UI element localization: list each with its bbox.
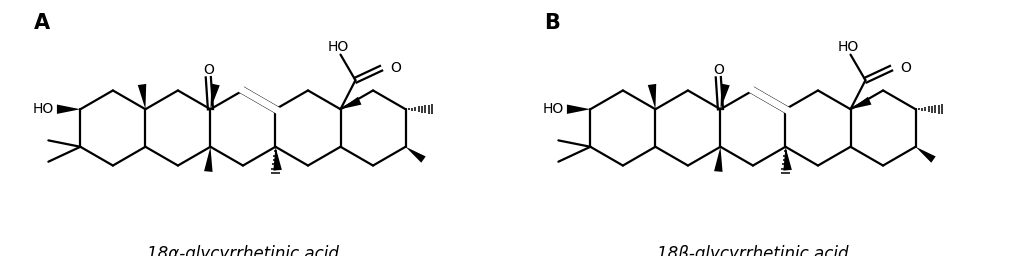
Text: 18α-glycyrrhetinic acid: 18α-glycyrrhetinic acid [147, 245, 338, 256]
Text: HO: HO [33, 102, 53, 116]
Polygon shape [210, 84, 219, 109]
Text: O: O [390, 61, 400, 75]
Text: O: O [900, 61, 910, 75]
Polygon shape [915, 147, 934, 163]
Polygon shape [340, 97, 361, 109]
Text: 18β-glycyrrhetinic acid: 18β-glycyrrhetinic acid [656, 245, 848, 256]
Text: B: B [543, 13, 559, 33]
Polygon shape [647, 84, 655, 109]
Polygon shape [138, 84, 146, 109]
Polygon shape [719, 84, 729, 109]
Text: O: O [712, 62, 723, 77]
Polygon shape [57, 104, 81, 114]
Polygon shape [850, 97, 870, 109]
Polygon shape [273, 147, 281, 171]
Text: HO: HO [542, 102, 562, 116]
Text: O: O [203, 62, 214, 77]
Polygon shape [406, 147, 425, 163]
Text: A: A [34, 13, 50, 33]
Polygon shape [713, 147, 721, 172]
Polygon shape [783, 147, 791, 171]
Text: HO: HO [837, 40, 858, 54]
Polygon shape [204, 147, 212, 172]
Polygon shape [567, 104, 590, 114]
Text: HO: HO [327, 40, 348, 54]
